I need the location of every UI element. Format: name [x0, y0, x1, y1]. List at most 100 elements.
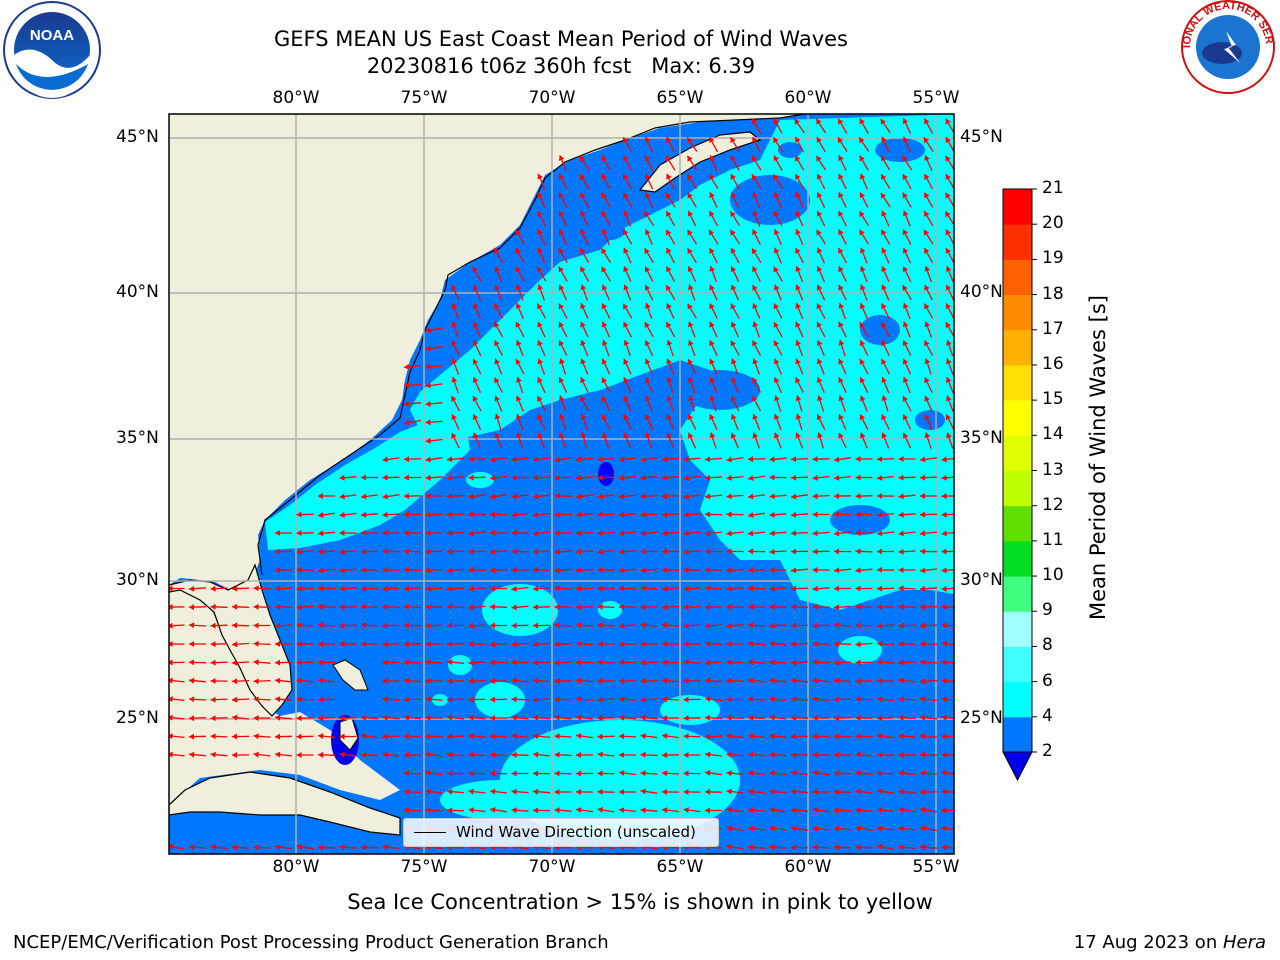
wind-arrow-head	[533, 659, 539, 666]
wind-arrow-head	[425, 714, 431, 721]
wind-arrow-head	[791, 511, 797, 518]
wind-arrow-head	[533, 641, 539, 648]
wind-arrow-head	[296, 733, 302, 740]
wind-arrow-head	[425, 622, 431, 629]
wind-arrow-head	[752, 284, 758, 291]
wind-arrow-head	[537, 192, 543, 198]
wind-arrow-head	[880, 119, 886, 125]
wind-arrow-head	[859, 155, 865, 162]
wind-arrow-head	[730, 303, 736, 310]
wind-arrow-head	[748, 567, 754, 574]
wind-arrow-head	[877, 585, 883, 592]
wind-arrow-head	[881, 359, 887, 365]
wind-arrow-head	[941, 493, 947, 500]
wind-arrow-head	[644, 340, 651, 347]
wind-arrow-head	[705, 640, 711, 647]
wind-arrow-head	[752, 432, 759, 439]
wind-arrow-head	[898, 548, 904, 555]
wind-arrow-head	[601, 395, 608, 402]
wind-arrow-head	[576, 714, 582, 721]
wind-arrow-head	[769, 696, 775, 703]
wind-arrow-head	[902, 118, 909, 125]
wind-arrow-head	[210, 751, 216, 758]
wind-arrow-head	[339, 585, 345, 592]
footer-date: 17 Aug 2023 on Hera	[1074, 932, 1266, 953]
wind-arrow-head	[662, 493, 668, 500]
wind-arrow-head	[855, 548, 861, 555]
wind-arrow-head	[515, 359, 521, 365]
wind-arrow-head	[554, 789, 560, 795]
wind-arrow-head	[516, 376, 522, 383]
wind-arrow-head	[296, 696, 302, 703]
wind-arrow-head	[795, 303, 801, 309]
wind-arrow-head	[361, 603, 367, 610]
wind-arrow-head	[640, 511, 646, 518]
wind-arrow-head	[580, 229, 586, 236]
wind-arrow-head	[877, 474, 883, 481]
wind-arrow-head	[773, 432, 780, 439]
wind-arrow-head	[644, 395, 651, 402]
wind-arrow-head	[920, 770, 926, 777]
wind-arrow-head	[855, 714, 861, 721]
wind-arrow-head	[580, 192, 586, 199]
wind-arrow-head	[898, 530, 904, 537]
wind-arrow-head	[339, 844, 345, 851]
wind-arrow-head	[859, 229, 865, 236]
wind-arrow-head	[425, 659, 431, 666]
wind-arrow-head	[537, 414, 543, 421]
wind-arrow-head	[318, 585, 324, 592]
wind-arrow-head	[834, 511, 840, 518]
wind-arrow-head	[838, 155, 844, 162]
wind-arrow-head	[558, 432, 565, 439]
wind-arrow-head	[687, 210, 694, 217]
wind-arrow-head	[640, 788, 646, 795]
wind-arrow-head	[898, 603, 904, 610]
wind-arrow-head	[619, 641, 625, 648]
wind-arrow-head	[816, 266, 823, 272]
wind-arrow-head	[920, 825, 926, 832]
wind-arrow-head	[640, 456, 646, 463]
wind-arrow-head	[644, 414, 651, 421]
wind-arrow-head	[447, 770, 453, 777]
wind-arrow-head	[597, 788, 603, 795]
wind-arrow-head	[339, 715, 345, 722]
wind-arrow-head	[662, 585, 668, 592]
colorbar-label: Mean Period of Wind Waves [s]	[1086, 295, 1110, 620]
wind-arrow-head	[812, 825, 818, 832]
wind-arrow-head	[941, 622, 947, 629]
wind-arrow-head	[451, 303, 458, 309]
wind-arrow-head	[339, 474, 345, 481]
wind-arrow-head	[232, 733, 237, 740]
wind-arrow-head	[533, 770, 538, 777]
wind-arrow-head	[318, 512, 324, 518]
wind-arrow-head	[619, 733, 625, 740]
colorbar-tick-label: 20	[1042, 213, 1064, 234]
wind-arrow-head	[232, 641, 238, 648]
wind-arrow-head	[662, 770, 668, 777]
wind-arrow-head	[683, 641, 689, 648]
wind-arrow-head	[640, 807, 646, 814]
wind-arrow-head	[855, 530, 861, 536]
wind-arrow-head	[382, 566, 388, 573]
wind-arrow-head	[425, 511, 431, 518]
wind-arrow-head	[447, 493, 453, 500]
wind-arrow-head	[920, 807, 926, 813]
wind-arrow-head	[666, 211, 672, 217]
wind-arrow-head	[791, 844, 796, 851]
footer-date-text: 17 Aug 2023 on	[1073, 932, 1223, 953]
wind-arrow-head	[860, 284, 866, 291]
colorbar-segment	[1003, 294, 1032, 331]
wind-arrow-head	[812, 585, 818, 592]
wind-arrow-head	[516, 432, 522, 439]
wind-arrow-head	[382, 641, 388, 648]
wind-arrow-head	[490, 511, 495, 518]
wind-arrow-head	[834, 807, 840, 814]
wind-arrow-head	[472, 266, 478, 273]
wind-arrow-head	[490, 678, 495, 684]
wind-arrow-head	[404, 622, 410, 629]
wind-arrow-head	[339, 751, 345, 758]
wind-arrow-head	[597, 548, 603, 555]
map-area	[169, 114, 954, 854]
wind-arrow-head	[924, 211, 930, 217]
wind-arrow-head	[834, 659, 840, 666]
